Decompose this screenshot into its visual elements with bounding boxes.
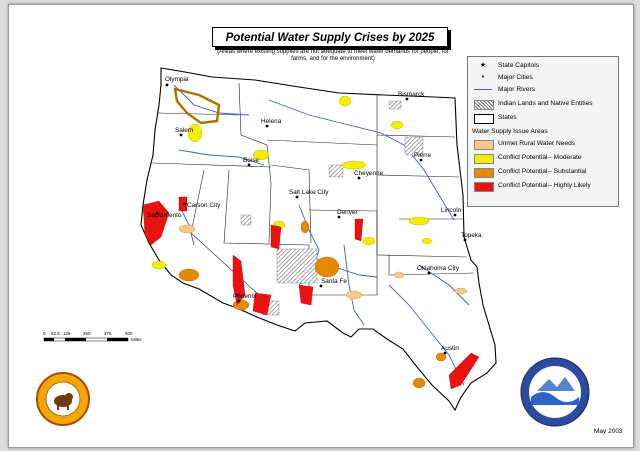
map-legend: ★ State Capitols • Major Cities Major Ri… — [467, 56, 619, 207]
reclamation-seal-right — [520, 357, 590, 427]
issue-unmet-rural — [178, 224, 468, 300]
city-label: Topeka — [461, 232, 482, 239]
city-label: Pierre — [414, 152, 431, 159]
city-label: Boise — [243, 157, 259, 164]
city-label: Salt Lake City — [289, 189, 329, 196]
map-title: Potential Water Supply Crises by 2025 — [225, 32, 435, 44]
scale-tick: 500 — [125, 331, 133, 336]
legend-item-moderate: Conflict Potential-- Moderate — [468, 153, 616, 164]
hatch-swatch-icon — [474, 100, 494, 110]
doi-seal-left — [36, 372, 90, 426]
scale-tick: 0 — [43, 331, 46, 336]
legend-issue-heading: Water Supply Issue Areas — [472, 128, 548, 135]
city-label: Salem — [175, 127, 193, 134]
dot-icon: • — [481, 74, 485, 81]
city-label: Bismarck — [398, 91, 425, 98]
city-label: Carson City — [187, 202, 221, 209]
issue-highly-likely — [142, 196, 480, 390]
legend-item-states: States — [468, 113, 616, 124]
scale-tick: 125 — [63, 331, 71, 336]
city-label: Lincoln — [441, 207, 462, 214]
map-subtitle: (Areas where existing supplies are not a… — [217, 49, 449, 63]
indian-lands — [240, 100, 424, 316]
swatch-substantial — [474, 168, 494, 178]
city-label: Phoenix — [233, 293, 257, 300]
scale-unit: Miles — [131, 337, 142, 342]
legend-item-unmet-rural: Unmet Rural Water Needs — [468, 139, 616, 150]
legend-item-highly-likely: Conflict Potential-- Highly Likely — [468, 181, 616, 192]
city-markers: Olympia Salem Helena Boise Bismarck Pier… — [147, 76, 482, 355]
city-label: Helena — [261, 118, 282, 125]
city-label: Santa Fe — [321, 278, 347, 285]
map-date: May 2003 — [594, 428, 623, 435]
swatch-unmet-rural — [474, 140, 494, 150]
city-label: Austin — [441, 345, 459, 352]
legend-item-major-cities: • Major Cities — [468, 73, 616, 83]
legend-item-state-capitols: ★ State Capitols — [468, 61, 616, 71]
legend-item-substantial: Conflict Potential-- Substantial — [468, 167, 616, 178]
scale-tick: 375 — [104, 331, 112, 336]
western-us-map: Olympia Salem Helena Boise Bismarck Pier… — [36, 67, 590, 427]
legend-item-major-rivers: Major Rivers — [468, 85, 616, 95]
star-icon: ★ — [479, 62, 487, 69]
scale-tick: 250 — [83, 331, 91, 336]
state-box-icon — [474, 114, 494, 124]
swatch-moderate — [474, 154, 494, 164]
city-label: Olympia — [165, 76, 189, 83]
city-label: Denver — [337, 209, 358, 216]
swatch-highly-likely — [474, 182, 494, 192]
scale-tick: 62.5 — [51, 331, 60, 336]
city-label: Sacramento — [147, 212, 182, 219]
map-title-box: Potential Water Supply Crises by 2025 — [212, 27, 448, 47]
city-label: Oklahoma City — [417, 265, 460, 272]
map-page: Olympia Salem Helena Boise Bismarck Pier… — [8, 4, 634, 448]
river-line-icon — [474, 89, 492, 91]
scale-bar: 0 62.5 125 250 375 500 Miles — [43, 331, 142, 342]
issue-moderate — [151, 95, 433, 270]
legend-item-indian-lands: Indian Lands and Native Entities — [468, 99, 616, 110]
city-label: Cheyenne — [354, 170, 384, 177]
